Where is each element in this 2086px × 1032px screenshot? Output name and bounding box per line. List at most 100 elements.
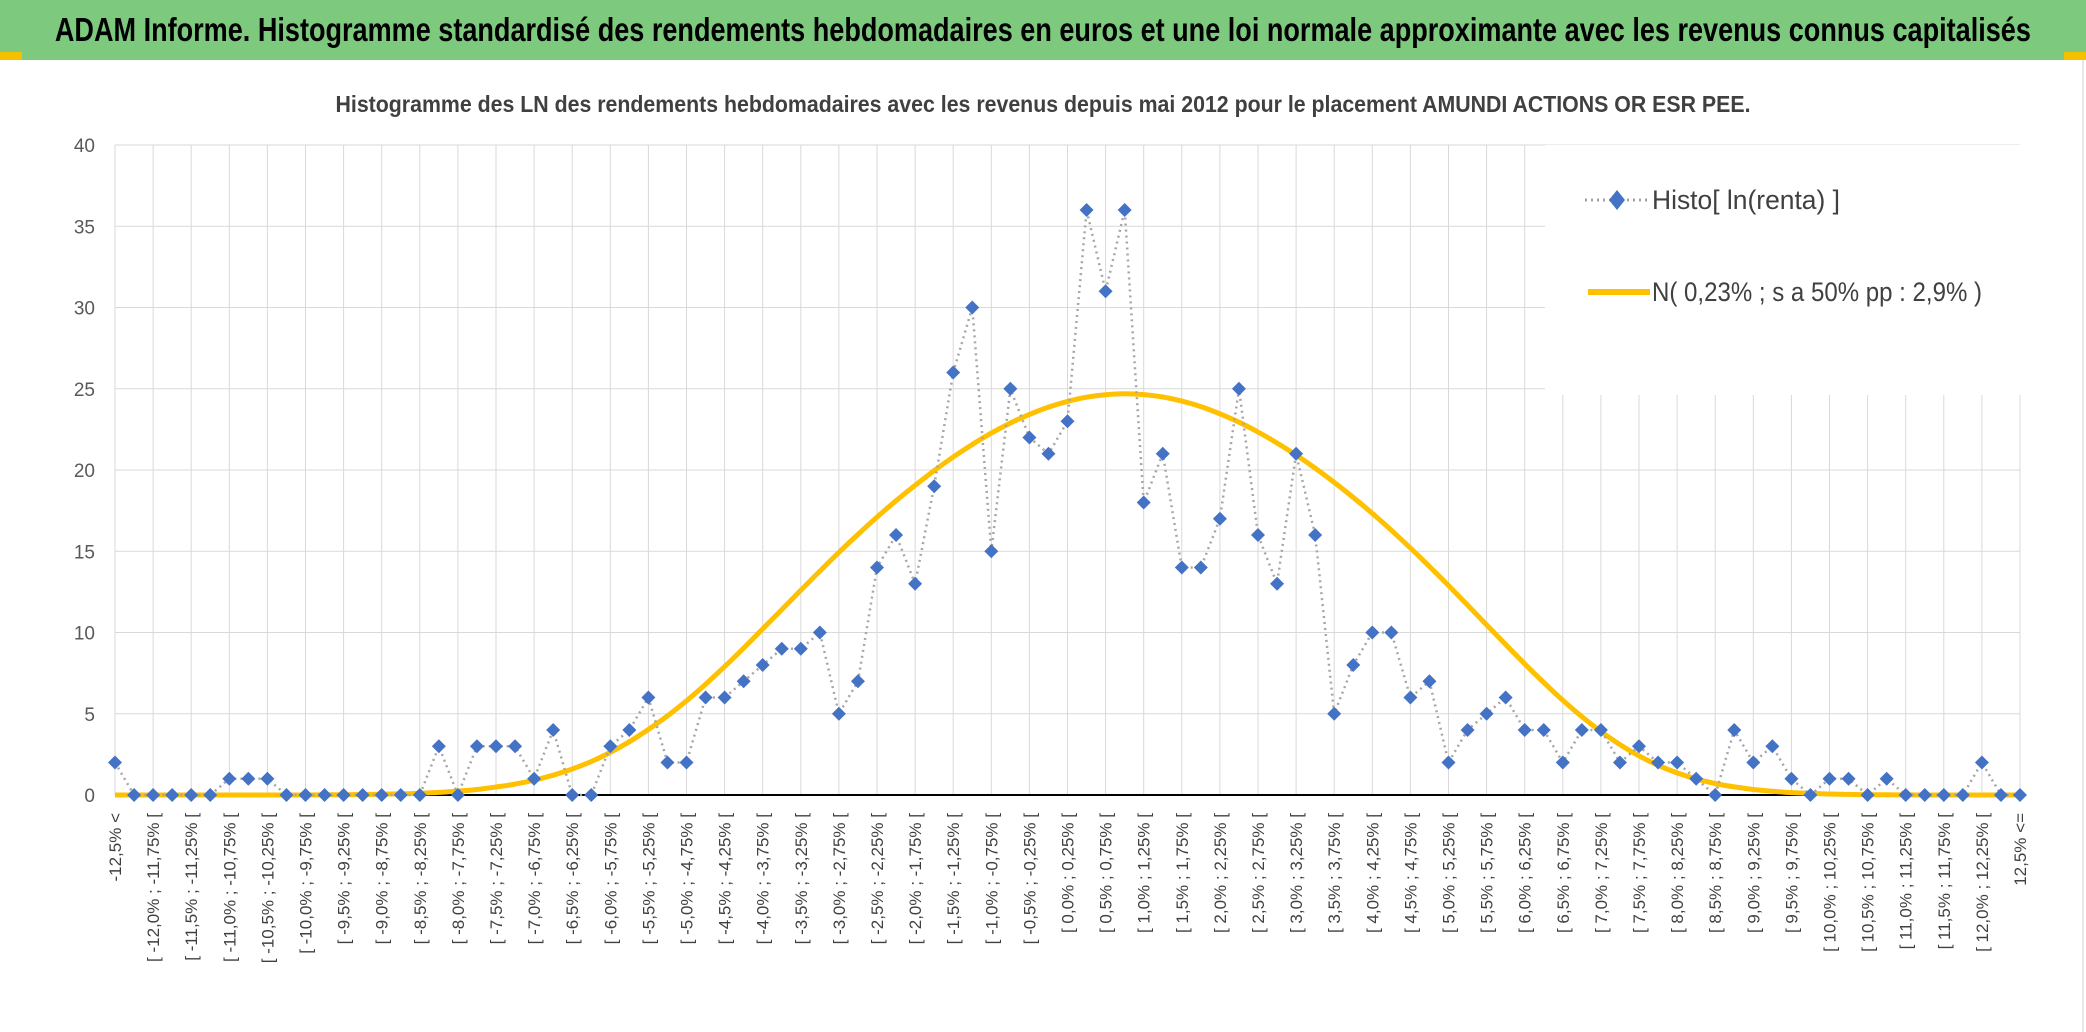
x-tick-label: [ 5,0% ; 5,25% [ bbox=[1440, 813, 1459, 933]
histogram-point bbox=[1098, 284, 1113, 299]
histogram-point bbox=[1022, 430, 1037, 445]
histogram-point bbox=[1270, 576, 1285, 591]
histogram-point bbox=[1308, 528, 1323, 542]
histogram-point bbox=[1441, 755, 1456, 770]
histogram-point bbox=[1574, 723, 1589, 737]
histogram-point bbox=[946, 365, 961, 380]
x-tick-label: [ -6,0% ; -5,75% [ bbox=[601, 813, 620, 945]
histogram-point bbox=[508, 739, 523, 754]
histogram-point bbox=[698, 690, 713, 705]
histogram-point bbox=[812, 625, 827, 640]
x-tick-label: [ -3,5% ; -3,25% [ bbox=[792, 813, 811, 945]
x-tick-label: [ -8,0% ; -7,75% [ bbox=[449, 813, 468, 945]
histogram-point bbox=[165, 788, 180, 802]
histogram-point bbox=[298, 788, 313, 802]
x-tick-label: [ -11,5% ; -11,25% [ bbox=[182, 813, 201, 961]
x-tick-label: [ -3,0% ; -2,75% [ bbox=[830, 813, 849, 945]
plot-area bbox=[108, 203, 2027, 802]
x-tick-label: [ 8,0% ; 8,25% [ bbox=[1668, 813, 1687, 933]
histogram-point bbox=[1212, 511, 1227, 526]
x-tick-label: [ 11,0% ; 11,25% [ bbox=[1897, 813, 1916, 950]
histogram-point bbox=[1879, 771, 1894, 786]
histogram-point bbox=[1403, 690, 1418, 705]
histogram-point bbox=[889, 528, 904, 542]
x-tick-label: [ 11,5% ; 11,75% [ bbox=[1935, 813, 1954, 950]
x-tick-label: [ -10,5% ; -10,25% [ bbox=[258, 813, 277, 964]
histogram-point bbox=[374, 788, 389, 802]
histogram-point bbox=[1746, 755, 1761, 770]
histogram-point bbox=[1327, 706, 1342, 721]
histogram-point bbox=[984, 544, 999, 559]
histogram-point bbox=[1517, 723, 1532, 737]
histogram-point bbox=[1898, 788, 1913, 802]
histogram-point bbox=[1727, 723, 1742, 737]
legend-normal-label: N( 0,23% ; s a 50% pp : 2,9% ) bbox=[1652, 277, 1982, 307]
histogram-point bbox=[1193, 560, 1208, 575]
y-tick-label: 5 bbox=[84, 705, 95, 726]
legend-histo-label: Histo[ ln(renta) ] bbox=[1652, 185, 1840, 215]
report-header-banner: ADAM Informe. Histogramme standardisé de… bbox=[0, 0, 2086, 60]
y-tick-label: 35 bbox=[74, 217, 95, 238]
histogram-point bbox=[1784, 771, 1799, 786]
x-tick-label: [ -6,5% ; -6,25% [ bbox=[563, 813, 582, 945]
x-tick-label: [ -11,0% ; -10,75% [ bbox=[220, 813, 239, 962]
histogram-point bbox=[108, 755, 122, 770]
x-tick-label: [ 4,5% ; 4,75% [ bbox=[1401, 813, 1420, 933]
histogram-point bbox=[146, 788, 161, 802]
x-tick-label: [ -0,5% ; -0,25% [ bbox=[1020, 813, 1039, 945]
x-tick-label: [ -8,5% ; -8,25% [ bbox=[411, 813, 430, 945]
histogram-point bbox=[1460, 723, 1475, 737]
histogram-point bbox=[1917, 788, 1932, 802]
histogram-point bbox=[641, 690, 656, 705]
histogram-point bbox=[184, 788, 199, 802]
x-tick-label: [ -4,0% ; -3,75% [ bbox=[754, 813, 773, 945]
histogram-point bbox=[127, 788, 142, 802]
x-tick-label: [ -1,5% ; -1,25% [ bbox=[944, 813, 963, 945]
histogram-point bbox=[1974, 755, 1989, 770]
histogram-point bbox=[1117, 203, 1132, 217]
histogram-point bbox=[584, 788, 599, 802]
x-tick-label: [ 6,5% ; 6,75% [ bbox=[1554, 813, 1573, 933]
x-tick-label: [ -5,0% ; -4,75% [ bbox=[678, 813, 697, 945]
x-tick-label: [ -10,0% ; -9,75% [ bbox=[297, 813, 316, 954]
x-tick-label: [ -2,5% ; -2,25% [ bbox=[868, 813, 887, 945]
x-axis-ticks: -12,5% < [ -12,0% ; -11,75% [[ -11,5% ; -… bbox=[106, 813, 2030, 964]
histogram-point bbox=[1422, 674, 1437, 689]
histogram-point bbox=[1231, 381, 1246, 396]
x-tick-label: [ 10,0% ; 10,25% [ bbox=[1821, 813, 1840, 952]
x-tick-label: [ 9,0% ; 9,25% [ bbox=[1744, 813, 1763, 933]
histogram-point bbox=[260, 771, 275, 786]
histogram-chart: Histogramme des LN des rendements hebdom… bbox=[74, 91, 2055, 964]
histogram-point bbox=[1060, 414, 1075, 429]
y-axis-ticks: 0 5 10 15 20 25 30 35 40 bbox=[74, 136, 95, 807]
y-tick-label: 30 bbox=[74, 299, 95, 320]
x-tick-label: [ -5,5% ; -5,25% [ bbox=[639, 813, 658, 945]
histogram-point bbox=[1346, 658, 1361, 672]
y-tick-label: 25 bbox=[74, 380, 95, 401]
histogram-point bbox=[565, 788, 580, 802]
histogram-point bbox=[908, 576, 923, 591]
histogram-point bbox=[1765, 739, 1780, 754]
x-tick-label: 12,5% <= bbox=[2011, 813, 2030, 886]
x-tick-label: [ 1,5% ; 1,75% [ bbox=[1173, 813, 1192, 933]
histogram-point bbox=[355, 788, 370, 802]
histogram-point bbox=[222, 771, 237, 786]
histogram-point bbox=[1155, 446, 1170, 461]
histogram-point bbox=[1936, 788, 1951, 802]
histogram-point bbox=[679, 755, 694, 770]
report-title: ADAM Informe. Histogramme standardisé de… bbox=[55, 11, 2032, 48]
x-tick-label: [ 7,5% ; 7,75% [ bbox=[1630, 813, 1649, 933]
x-tick-label: [ 10,5% ; 10,75% [ bbox=[1859, 813, 1878, 952]
histogram-point bbox=[1384, 625, 1399, 640]
x-tick-label: [ 7,0% ; 7,25% [ bbox=[1592, 813, 1611, 933]
histogram-point bbox=[1003, 381, 1018, 396]
histogram-point bbox=[831, 706, 846, 721]
x-tick-label: [ 2,0% ; 2,25% [ bbox=[1211, 813, 1230, 933]
x-tick-label: -12,5% < bbox=[106, 813, 125, 882]
x-tick-label: [ 9,5% ; 9,75% [ bbox=[1782, 813, 1801, 933]
histogram-point bbox=[1841, 771, 1856, 786]
histogram-point bbox=[412, 788, 427, 802]
x-tick-label: [ 1,0% ; 1,25% [ bbox=[1135, 813, 1154, 933]
x-tick-label: [ 3,5% ; 3,75% [ bbox=[1325, 813, 1344, 933]
y-tick-label: 20 bbox=[74, 461, 95, 482]
